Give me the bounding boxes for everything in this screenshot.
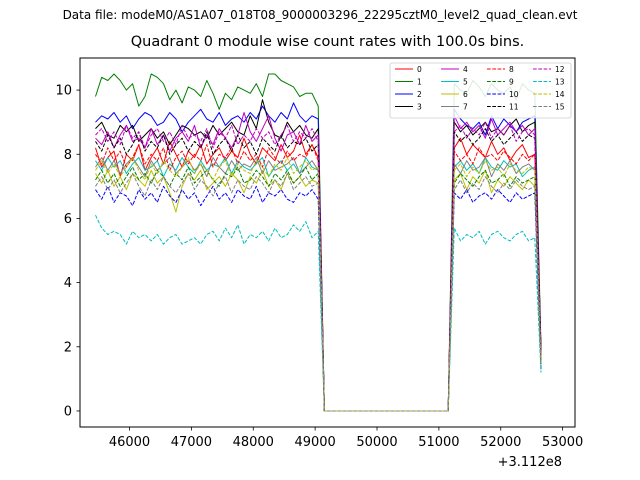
y-tick-label: 8 (64, 148, 72, 163)
figure-suptitle: Data file: modeM0/AS1A07_018T08_90000032… (62, 8, 578, 22)
x-tick-label: 53000 (542, 435, 583, 450)
legend-label-6: 6 (463, 90, 468, 99)
legend-label-5: 5 (463, 78, 468, 87)
legend-label-1: 1 (417, 78, 422, 87)
x-tick-label: 48000 (233, 435, 274, 450)
series-line-4 (95, 112, 542, 412)
x-tick-label: 49000 (294, 435, 335, 450)
legend-label-9: 9 (509, 78, 514, 87)
legend-label-10: 10 (509, 90, 519, 99)
chart-title: Quadrant 0 module wise count rates with … (130, 34, 525, 50)
series-line-14 (95, 157, 542, 412)
series-line-13 (95, 214, 542, 412)
legend-label-12: 12 (555, 65, 565, 74)
legend-label-13: 13 (555, 78, 565, 87)
legend-label-0: 0 (417, 65, 422, 74)
legend-label-14: 14 (555, 90, 565, 99)
x-offset-label: +3.112e8 (498, 455, 562, 470)
series-line-15 (95, 173, 542, 412)
y-tick-label: 6 (64, 212, 72, 227)
series-line-8 (95, 144, 542, 412)
plot-frame (79, 57, 576, 428)
series-line-0 (95, 134, 542, 412)
series-line-7 (95, 157, 542, 412)
series-line-9 (95, 166, 542, 412)
series-line-10 (95, 185, 542, 412)
y-tick-label: 10 (55, 84, 72, 99)
series-line-11 (95, 128, 542, 412)
y-tick-label: 2 (64, 340, 72, 355)
legend-label-2: 2 (417, 90, 422, 99)
x-tick-label: 50000 (356, 435, 397, 450)
series-lines (95, 73, 542, 412)
series-line-6 (95, 169, 542, 412)
y-tick-label: 4 (64, 276, 72, 291)
series-line-12 (95, 121, 542, 412)
legend-box (389, 62, 572, 119)
legend-label-4: 4 (463, 65, 468, 74)
x-tick-label: 47000 (171, 435, 212, 450)
y-axis: 0 2 4 6 8 10 (55, 84, 80, 419)
y-tick-label: 0 (64, 404, 72, 419)
legend-label-11: 11 (509, 103, 519, 112)
legend-label-3: 3 (417, 103, 422, 112)
legend-label-15: 15 (555, 103, 565, 112)
x-tick-label: 51000 (418, 435, 459, 450)
legend-label-8: 8 (509, 65, 514, 74)
x-tick-label: 46000 (109, 435, 150, 450)
x-axis: 46000 47000 48000 49000 50000 51000 52000 53000 (109, 427, 583, 450)
legend-label-7: 7 (463, 103, 468, 112)
x-tick-label: 52000 (480, 435, 521, 450)
